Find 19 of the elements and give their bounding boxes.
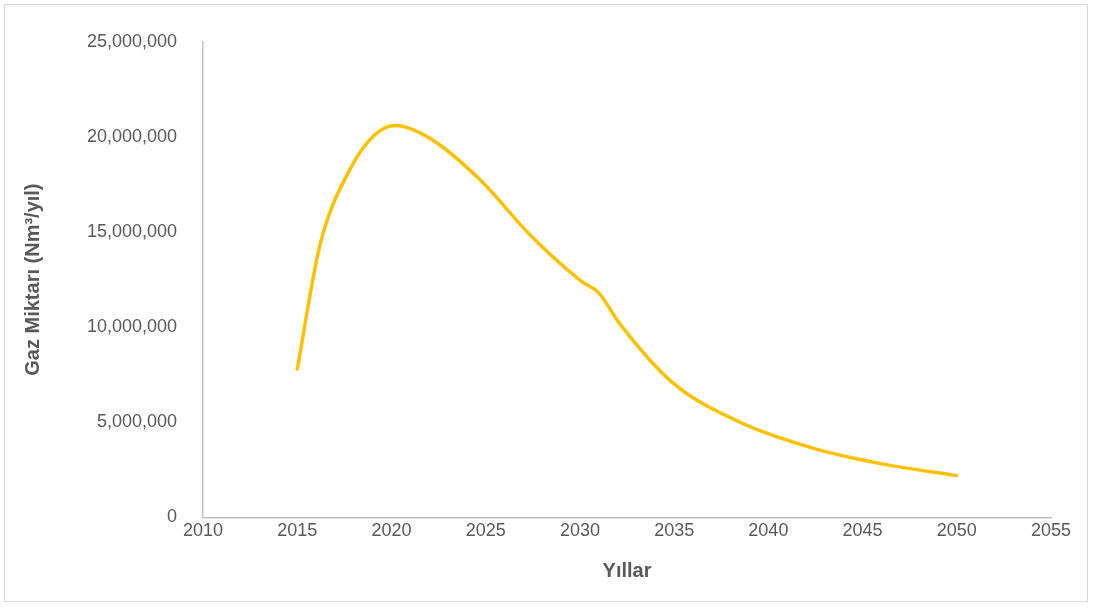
x-axis-title: Yıllar (602, 558, 652, 581)
x-tick-label: 2025 (465, 520, 506, 541)
x-tick-label: 2055 (1030, 520, 1072, 541)
x-tick-label: 2045 (842, 520, 883, 541)
x-tick-label: 2030 (559, 520, 600, 541)
x-tick-label: 2010 (183, 520, 224, 541)
line-series (295, 123, 959, 478)
x-tick-label: 2050 (936, 520, 977, 541)
y-tick-label: 10,000,000 (86, 316, 178, 337)
x-tick-label: 2035 (654, 520, 695, 541)
y-tick-label: 0 (167, 506, 178, 527)
x-tick-label: 2015 (277, 520, 318, 541)
y-tick-label: 15,000,000 (86, 221, 178, 242)
y-tick-label: 20,000,000 (86, 125, 178, 146)
y-tick-label: 5,000,000 (97, 411, 178, 432)
x-tick-label: 2020 (371, 520, 412, 541)
y-tick-label: 25,000,000 (86, 30, 178, 51)
x-tick-label: 2040 (748, 520, 789, 541)
y-axis-title: Gaz Miktarı (Nm³/yıl) (20, 183, 43, 376)
